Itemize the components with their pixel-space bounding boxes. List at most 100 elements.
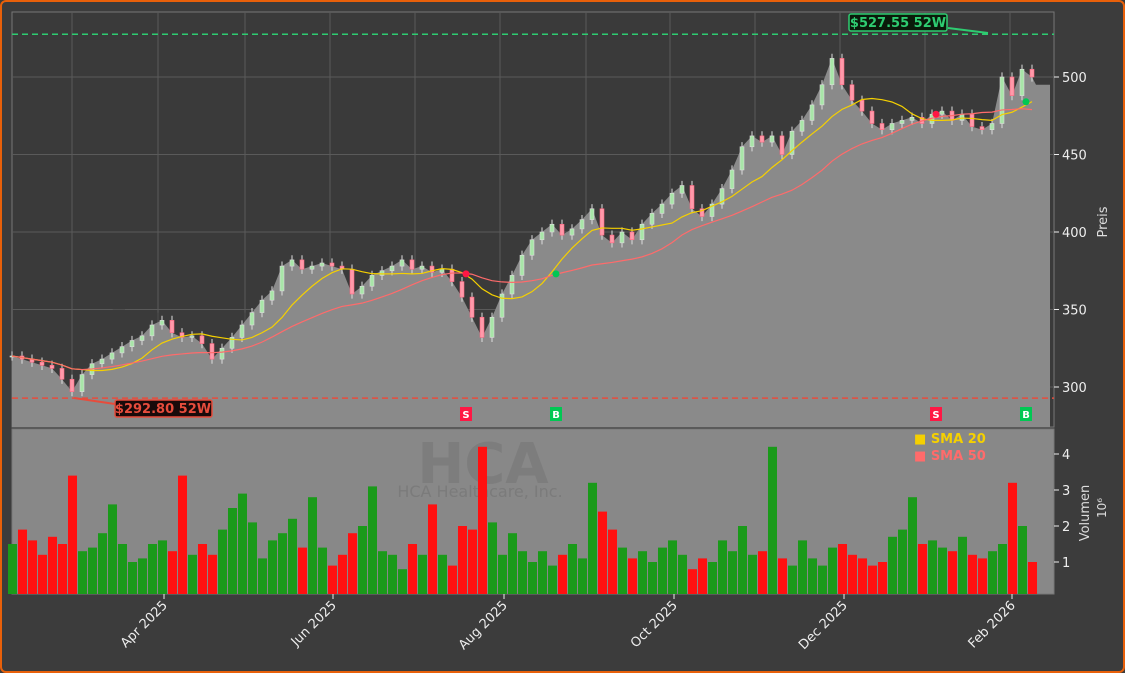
- y-tick-label: 400: [1062, 226, 1087, 241]
- volume-bar-down: [628, 558, 637, 594]
- candle-up: [489, 316, 495, 338]
- volume-bar-up: [708, 562, 717, 594]
- volume-bar-up: [768, 446, 777, 594]
- x-tick-label: Oct 2025: [628, 598, 681, 651]
- volume-bar-up: [508, 533, 517, 594]
- low-52w-badge: [114, 399, 213, 418]
- y-tick-label: 350: [1062, 304, 1087, 319]
- candle-up: [149, 324, 155, 337]
- volume-bar-up: [888, 536, 897, 594]
- volume-bar-up: [88, 547, 97, 594]
- volume-bar-up: [648, 562, 657, 594]
- volume-bar-down: [968, 554, 977, 594]
- volume-bar-down: [348, 533, 357, 594]
- candle-down: [689, 185, 695, 210]
- volume-bar-down: [758, 551, 767, 594]
- volume-bar-up: [378, 551, 387, 594]
- candle-down: [599, 208, 605, 236]
- volume-bar-up: [438, 554, 447, 594]
- volume-bar-up: [128, 562, 137, 594]
- volume-bar-up: [78, 551, 87, 594]
- candle-down: [879, 123, 885, 130]
- volume-bar-down: [208, 554, 217, 594]
- x-tick-label: Feb 2026: [966, 598, 1019, 651]
- candle-up: [619, 231, 625, 244]
- candle-up: [269, 290, 275, 301]
- volume-bar-down: [48, 536, 57, 594]
- vol-tick-label: 1: [1062, 556, 1070, 571]
- candle-up: [829, 58, 835, 86]
- candle-down: [409, 259, 415, 270]
- vol-tick-label: 2: [1062, 520, 1070, 535]
- volume-bar-up: [588, 482, 597, 594]
- candle-up: [439, 268, 445, 273]
- volume-bar-up: [268, 540, 277, 594]
- candle-up: [739, 146, 745, 171]
- legend-swatch: ■: [914, 449, 931, 464]
- legend: ■ SMA 20 ■ SMA 50: [914, 431, 986, 465]
- sma50-line: [11, 108, 1033, 371]
- candle-down: [179, 332, 185, 338]
- candle-down: [429, 265, 435, 273]
- candle-up: [959, 113, 965, 121]
- volume-bar-up: [158, 540, 167, 594]
- volume-bar-up: [718, 540, 727, 594]
- candle-down: [49, 364, 55, 369]
- candle-up: [909, 117, 915, 121]
- volume-bar-up: [828, 547, 837, 594]
- candle-up: [639, 223, 645, 241]
- candle-up: [899, 120, 905, 124]
- candle-up: [119, 346, 125, 354]
- x-tick-label: Apr 2025: [118, 598, 171, 651]
- volume-bar-up: [148, 544, 157, 594]
- candle-down: [1009, 76, 1015, 96]
- signal-marker-sell: [930, 407, 942, 421]
- candle-up: [359, 285, 365, 295]
- volume-bar-down: [918, 544, 927, 594]
- signal-dot-sell: [932, 110, 940, 118]
- volume-bar-down: [448, 565, 457, 594]
- candle-down: [299, 259, 305, 270]
- vol-tick-label: 4: [1062, 448, 1070, 463]
- low-52w-label: $292.80 52W: [115, 402, 211, 417]
- candle-down: [839, 58, 845, 86]
- candle-up: [189, 335, 195, 338]
- candle-up: [419, 265, 425, 270]
- candle-up: [799, 120, 805, 132]
- volume-bar-down: [878, 562, 887, 594]
- candle-up: [249, 312, 255, 326]
- vol-unit-label: 10⁶: [1095, 498, 1109, 518]
- volume-bar-down: [598, 511, 607, 594]
- candle-up: [589, 208, 595, 220]
- volume-bar-up: [358, 526, 367, 594]
- volume-bar-up: [398, 569, 407, 594]
- volume-bar-down: [428, 504, 437, 594]
- volume-bar-down: [18, 529, 27, 594]
- volume-bar-down: [868, 565, 877, 594]
- candle-up: [519, 254, 525, 276]
- volume-bar-up: [188, 554, 197, 594]
- volume-bar-up: [788, 565, 797, 594]
- candle-up: [549, 223, 555, 233]
- legend-sma20: ■ SMA 20: [914, 432, 986, 447]
- volume-bar-up: [908, 497, 917, 594]
- volume-bar-down: [698, 558, 707, 594]
- candle-down: [469, 296, 475, 318]
- volume-bar-up: [138, 558, 147, 594]
- signal-dot-buy: [1022, 98, 1030, 106]
- signal-label: S: [462, 410, 469, 421]
- volume-bar-up: [498, 554, 507, 594]
- x-tick-label: Dec 2025: [796, 598, 851, 653]
- candle-down: [759, 135, 765, 143]
- candle-down: [169, 320, 175, 334]
- volume-bar-up: [728, 551, 737, 594]
- candle-down: [349, 268, 355, 295]
- candle-down: [209, 343, 215, 360]
- candle-up: [539, 231, 545, 241]
- signal-label: B: [1022, 410, 1030, 421]
- candle-up: [749, 135, 755, 148]
- candle-up: [309, 265, 315, 270]
- volume-bar-up: [938, 547, 947, 594]
